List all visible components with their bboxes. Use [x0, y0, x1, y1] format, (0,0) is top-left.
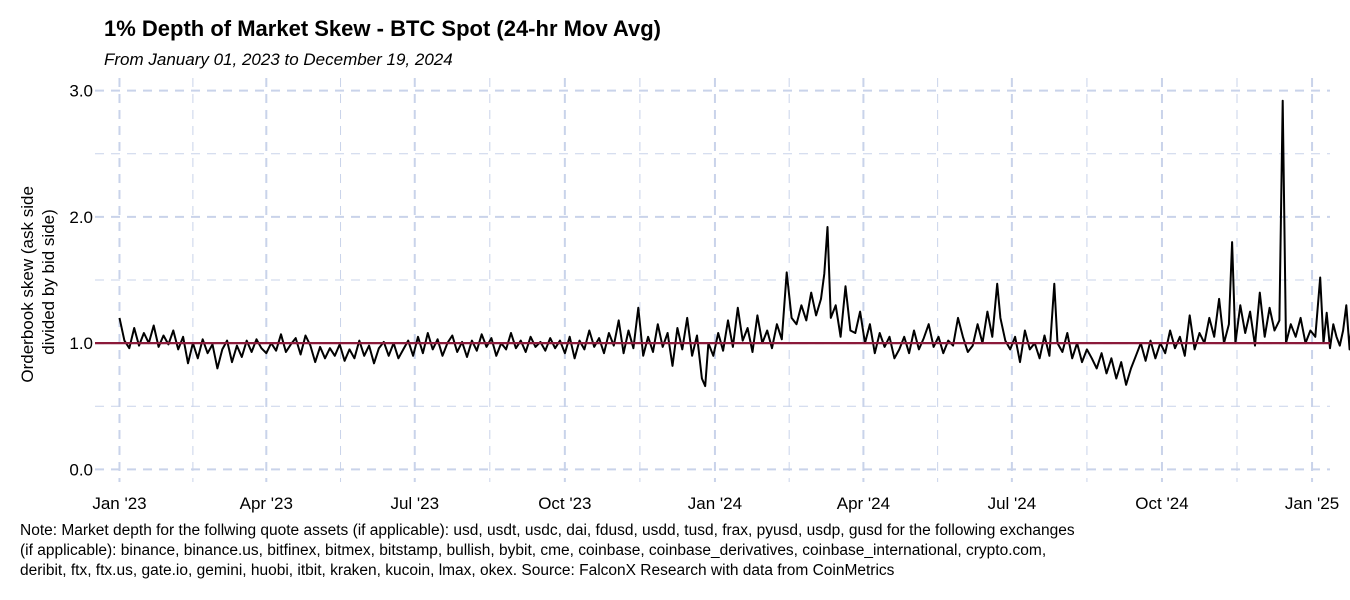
x-tick-label: Apr '24 [837, 494, 890, 513]
chart-subtitle: From January 01, 2023 to December 19, 20… [104, 50, 453, 69]
y-tick-label: 0.0 [69, 460, 93, 479]
y-tick-label: 2.0 [69, 208, 93, 227]
note-line-3: deribit, ftx, ftx.us, gate.io, gemini, h… [20, 562, 895, 579]
series-layer [118, 99, 1350, 388]
x-tick-label: Oct '23 [538, 494, 591, 513]
chart-note: Note: Market depth for the follwing quot… [20, 521, 1330, 581]
x-tick-label: Jan '24 [688, 494, 742, 513]
chart-title: 1% Depth of Market Skew - BTC Spot (24-h… [104, 16, 661, 41]
y-tick-label: 1.0 [69, 334, 93, 353]
note-line-2: (if applicable): binance, binance.us, bi… [20, 542, 1047, 559]
grid-lines [95, 78, 1330, 482]
series-line [118, 99, 1350, 388]
y-axis-label: Orderbook skew (ask side divided by bid … [18, 181, 58, 382]
x-tick-label: Apr '23 [240, 494, 293, 513]
y-axis-label-line-1: Orderbook skew (ask side [18, 186, 37, 383]
x-tick-label: Jan '25 [1285, 494, 1339, 513]
x-tick-label: Jul '23 [390, 494, 439, 513]
y-tick-label: 3.0 [69, 82, 93, 101]
axis-ticks: 0.0 1.0 2.0 3.0 Jan '23 Apr '23 Jul '23 Oct '23… [69, 82, 1339, 513]
x-tick-label: Jul '24 [988, 494, 1037, 513]
x-tick-label: Jan '23 [92, 494, 146, 513]
x-tick-label: Oct '24 [1135, 494, 1188, 513]
line-chart: 0.0 1.0 2.0 3.0 Jan '23 Apr '23 Jul '23 Oct '23… [18, 78, 1350, 513]
note-line-1: Note: Market depth for the follwing quot… [20, 522, 1075, 539]
y-axis-label-line-2: divided by bid side) [39, 209, 58, 355]
